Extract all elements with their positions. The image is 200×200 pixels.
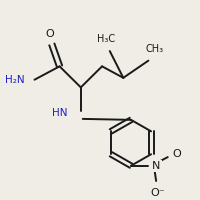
Text: HN: HN <box>52 108 67 118</box>
Text: O: O <box>46 29 54 39</box>
Text: H₃C: H₃C <box>97 34 115 44</box>
Text: N: N <box>152 161 161 171</box>
Text: H₂N: H₂N <box>5 75 25 85</box>
Text: CH₃: CH₃ <box>145 44 163 54</box>
Text: O: O <box>173 149 181 159</box>
Text: O⁻: O⁻ <box>151 188 165 198</box>
